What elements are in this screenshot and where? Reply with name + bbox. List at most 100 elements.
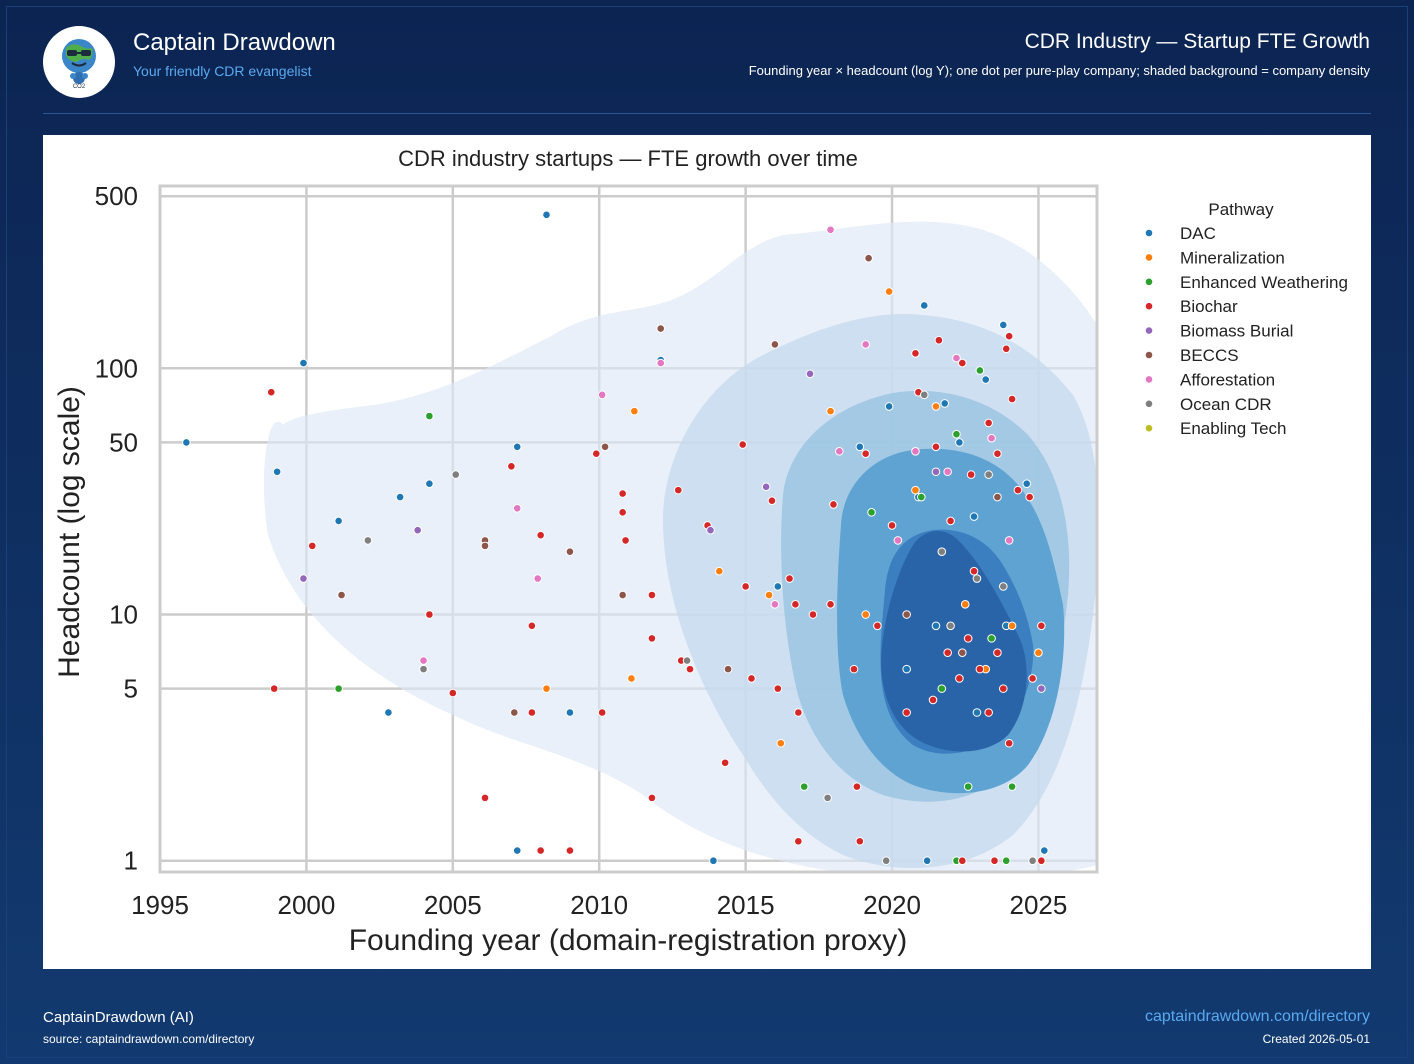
data-point [1037,856,1046,866]
data-point [984,470,993,479]
data-point [334,516,343,526]
data-point [887,521,897,530]
data-point [536,846,545,855]
data-point [861,340,870,349]
data-point [931,402,941,411]
x-tick-labels: 1995 2000 2005 2010 2015 2020 2025 [131,890,1067,920]
data-point [911,349,920,358]
data-point [618,489,627,498]
data-point [943,648,952,657]
data-point [943,467,952,477]
data-point [647,634,657,643]
legend-entry: Afforestation [1180,370,1275,389]
data-point [773,684,783,693]
legend-entry: Biomass Burial [1180,322,1293,341]
data-point [542,684,551,693]
legend-title: Pathway [1208,200,1274,219]
data-point [999,684,1008,693]
data-point [963,634,973,643]
data-point [931,442,941,452]
data-point [618,590,627,600]
x-tick-label: 2025 [1010,890,1068,920]
data-point [384,708,393,717]
data-point [852,782,862,791]
data-point [884,287,894,296]
data-point [425,411,434,421]
data-point [182,438,191,447]
y-tick-label: 5 [124,674,138,704]
data-point [647,793,657,803]
data-point [299,358,308,368]
data-point [1007,621,1017,631]
data-point [999,320,1008,330]
header-divider [43,113,1371,114]
data-point [861,449,870,458]
data-point [656,358,666,368]
data-point [448,688,458,698]
scatter-chart: 1995 2000 2005 2010 2015 2020 2025 1 5 10 50 100 50… [53,146,1348,957]
data-point [709,856,718,866]
data-point [928,695,938,705]
footer-link[interactable]: captaindrawdown.com/directory [1145,1008,1370,1025]
x-tick-label: 2005 [424,890,482,920]
data-point [975,366,985,375]
data-point [363,536,373,545]
page-title: CDR Industry — Startup FTE Growth [1024,30,1370,53]
legend-marker [1145,400,1153,408]
data-point [984,708,993,717]
data-point [1037,621,1046,631]
data-point [1022,479,1032,488]
legend-entry: Ocean CDR [1180,395,1272,414]
data-point [714,566,724,576]
data-point [565,708,575,717]
data-point [946,516,955,526]
logo-badge-text: CO2 [73,84,86,90]
data-point [1028,674,1037,683]
data-point [955,674,964,683]
data-point [867,508,876,517]
data-point [1001,344,1011,354]
data-point [952,429,961,439]
data-point [723,664,733,674]
data-point [1034,648,1043,657]
data-point [451,470,461,479]
data-point [931,467,941,477]
data-point [794,708,803,717]
data-point [952,353,961,363]
data-point [738,440,747,449]
legend-entry: Enhanced Weathering [1180,273,1348,292]
data-point [533,574,543,583]
data-point [337,590,346,600]
x-tick-label: 2015 [717,890,775,920]
data-point [419,656,428,665]
data-point [770,600,780,609]
brand-logo[interactable]: CO2 [43,26,115,98]
density-contours [264,221,1097,872]
data-point [627,674,636,683]
data-point [873,621,882,631]
data-point [969,512,979,521]
data-point [767,496,777,505]
data-point [799,782,809,791]
legend-marker [1145,302,1153,310]
data-point [761,482,771,492]
data-point [565,547,575,556]
data-point [773,582,783,591]
y-tick-label: 100 [95,353,138,383]
data-point [272,467,282,477]
data-point [902,610,911,619]
data-point [510,708,519,717]
legend-marker [1145,229,1153,237]
footer-source: source: captaindrawdown.com/directory [43,1032,255,1046]
data-point [993,648,1002,657]
legend-entry: BECCS [1180,346,1239,365]
data-point [937,684,947,693]
data-point [600,442,610,452]
x-tick-label: 2020 [863,890,921,920]
data-point [480,541,490,551]
data-point [972,574,982,583]
data-point [673,485,683,495]
data-point [884,402,894,411]
data-point [919,390,929,400]
y-tick-label: 10 [109,600,138,630]
